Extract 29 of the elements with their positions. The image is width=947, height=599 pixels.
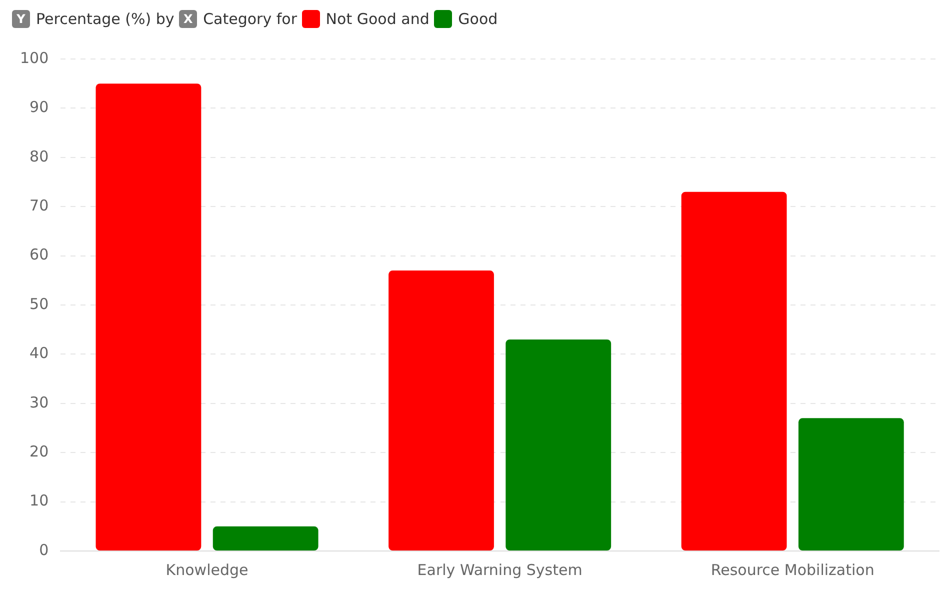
y-tick-label: 60 <box>30 246 49 264</box>
y-tick-label: 30 <box>30 393 49 412</box>
x-tick-label: Resource Mobilization <box>710 560 874 579</box>
bar <box>212 526 318 550</box>
legend-label: Not Good <box>326 10 396 28</box>
y-tick-label: 40 <box>30 344 49 362</box>
bar <box>506 339 612 550</box>
y-axis-title: Percentage (%) <box>36 10 152 28</box>
y-tick-label: 20 <box>30 442 49 460</box>
text: and <box>401 10 430 28</box>
bar <box>681 192 787 550</box>
bar <box>96 84 202 550</box>
legend-label: Good <box>458 10 498 28</box>
y-tick-label: 80 <box>30 147 49 166</box>
y-tick-label: 90 <box>30 98 49 116</box>
y-tick-label: 70 <box>30 196 49 214</box>
y-tick-label: 0 <box>39 540 49 559</box>
text: by <box>156 10 174 28</box>
y-tick-label: 10 <box>30 492 49 510</box>
x-axis-badge-icon: X <box>179 10 198 28</box>
x-tick-label: Early Warning System <box>417 560 582 579</box>
y-tick-label: 50 <box>30 294 49 313</box>
bar <box>388 270 494 550</box>
text: for <box>276 10 298 28</box>
x-axis-title: Category <box>203 10 272 28</box>
y-axis-badge-icon: Y <box>12 10 30 28</box>
bar <box>798 418 904 550</box>
x-tick-label: Knowledge <box>166 560 248 579</box>
y-tick-label: 100 <box>20 48 49 67</box>
